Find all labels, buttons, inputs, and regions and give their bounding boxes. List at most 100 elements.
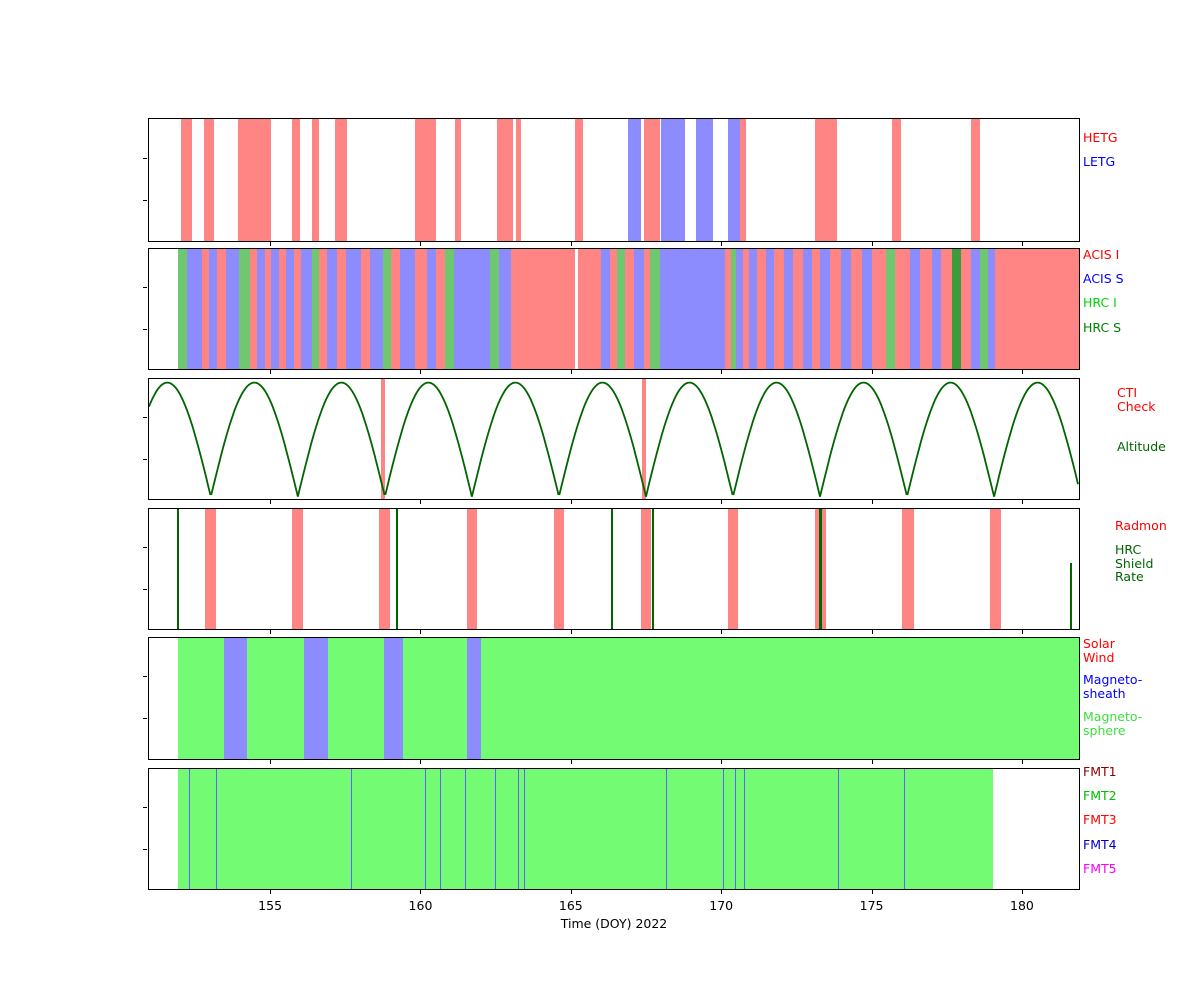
- fmt4-line: [723, 769, 725, 889]
- x-tick-label: 155: [258, 898, 283, 913]
- x-tick: [270, 370, 272, 374]
- hrc-i-interval: [312, 249, 320, 369]
- hetg-interval: [892, 119, 902, 241]
- magnetosheath-interval: [224, 638, 247, 759]
- legend-solar-wind: Solar Wind: [1083, 636, 1115, 665]
- acis-s-interval: [346, 249, 361, 369]
- x-tick: [1021, 500, 1023, 504]
- radmon-interval: [989, 509, 1001, 629]
- x-tick-label: 160: [408, 898, 433, 913]
- acis-s-interval: [784, 249, 793, 369]
- x-tick: [721, 242, 723, 246]
- hetg-interval: [455, 119, 462, 241]
- x-tick: [570, 630, 572, 634]
- x-tick-label: 175: [859, 898, 884, 913]
- fmt4-line: [517, 769, 519, 889]
- x-tick: [1021, 370, 1023, 374]
- legend-hetg: HETG: [1083, 130, 1118, 145]
- acis-i-interval: [216, 249, 226, 369]
- radmon-interval: [379, 509, 391, 629]
- radmon-interval: [205, 509, 217, 629]
- x-tick: [270, 242, 272, 246]
- legend-cti-check: CTI Check: [1117, 385, 1156, 414]
- acis-s-interval: [225, 249, 240, 369]
- fmt4-line: [189, 769, 191, 889]
- acis-s-interval: [802, 249, 812, 369]
- acis-s-interval: [426, 249, 437, 369]
- magnetosheath-interval: [467, 638, 481, 759]
- letg-interval: [627, 119, 641, 241]
- hrc-shield-rate-spike: [611, 509, 614, 629]
- legend-radmon: Radmon: [1115, 518, 1167, 533]
- acis-s-interval: [931, 249, 941, 369]
- hrc-shield-rate-spike: [177, 509, 180, 629]
- acis-s-interval: [186, 249, 203, 369]
- hrc-i-interval: [730, 249, 736, 369]
- acis-i-interval: [774, 249, 784, 369]
- x-tick: [871, 890, 873, 894]
- acis-i-interval: [871, 249, 887, 369]
- fmt4-line: [216, 769, 218, 889]
- magnetosphere-interval: [177, 638, 1079, 759]
- y-tick: [143, 807, 147, 809]
- acis-i-interval: [415, 249, 427, 369]
- hetg-interval: [334, 119, 347, 241]
- x-tick: [1021, 242, 1023, 246]
- acis-i-interval: [829, 249, 841, 369]
- fmt4-line: [424, 769, 426, 889]
- y-tick: [143, 287, 147, 289]
- y-tick: [143, 199, 147, 201]
- acis-s-interval: [454, 249, 490, 369]
- legend-fmt4: FMT4: [1083, 837, 1117, 852]
- acis-i-interval: [319, 249, 328, 369]
- x-tick: [570, 370, 572, 374]
- acis-i-interval: [202, 249, 210, 369]
- hrc-i-interval: [616, 249, 625, 369]
- letg-interval: [660, 119, 685, 241]
- hrc-i-interval: [177, 249, 187, 369]
- hetg-interval: [180, 119, 192, 241]
- panel-solar-wind: [148, 637, 1080, 760]
- x-tick: [871, 630, 873, 634]
- acis-i-interval: [249, 249, 258, 369]
- legend-fmt5: FMT5: [1083, 861, 1117, 876]
- acis-s-interval: [862, 249, 872, 369]
- fmt2-interval: [177, 769, 993, 889]
- radmon-interval: [640, 509, 651, 629]
- magnetosheath-interval: [303, 638, 328, 759]
- x-tick: [721, 890, 723, 894]
- x-tick: [420, 760, 422, 764]
- legend-fmt1: FMT1: [1083, 764, 1117, 779]
- legend-hrc-s: HRC S: [1083, 320, 1122, 335]
- hrc-i-interval: [383, 249, 392, 369]
- acis-s-interval: [910, 249, 920, 369]
- x-tick: [420, 370, 422, 374]
- legend-acis-i: ACIS I: [1083, 247, 1120, 262]
- fmt4-line: [743, 769, 745, 889]
- x-tick: [420, 630, 422, 634]
- acis-i-interval: [264, 249, 272, 369]
- radmon-interval: [553, 509, 565, 629]
- legend-hrc-i: HRC I: [1083, 295, 1117, 310]
- hrc-i-interval: [489, 249, 499, 369]
- hetg-interval: [739, 119, 746, 241]
- y-tick: [143, 547, 147, 549]
- legend-letg: LETG: [1083, 154, 1116, 169]
- acis-s-interval: [841, 249, 851, 369]
- legend-fmt2: FMT2: [1083, 788, 1117, 803]
- acis-i-interval: [609, 249, 617, 369]
- acis-s-interval: [820, 249, 830, 369]
- fmt4-line: [735, 769, 737, 889]
- hetg-interval: [311, 119, 319, 241]
- x-tick: [570, 500, 572, 504]
- hetg-interval: [291, 119, 300, 241]
- acis-s-interval: [765, 249, 775, 369]
- radmon-interval: [727, 509, 739, 629]
- acis-i-interval: [577, 249, 601, 369]
- acis-s-interval: [327, 249, 337, 369]
- x-tick-label: 180: [1010, 898, 1034, 913]
- y-tick: [143, 718, 147, 720]
- x-tick: [420, 500, 422, 504]
- hrc-i-interval: [239, 249, 250, 369]
- fmt4-line: [495, 769, 497, 889]
